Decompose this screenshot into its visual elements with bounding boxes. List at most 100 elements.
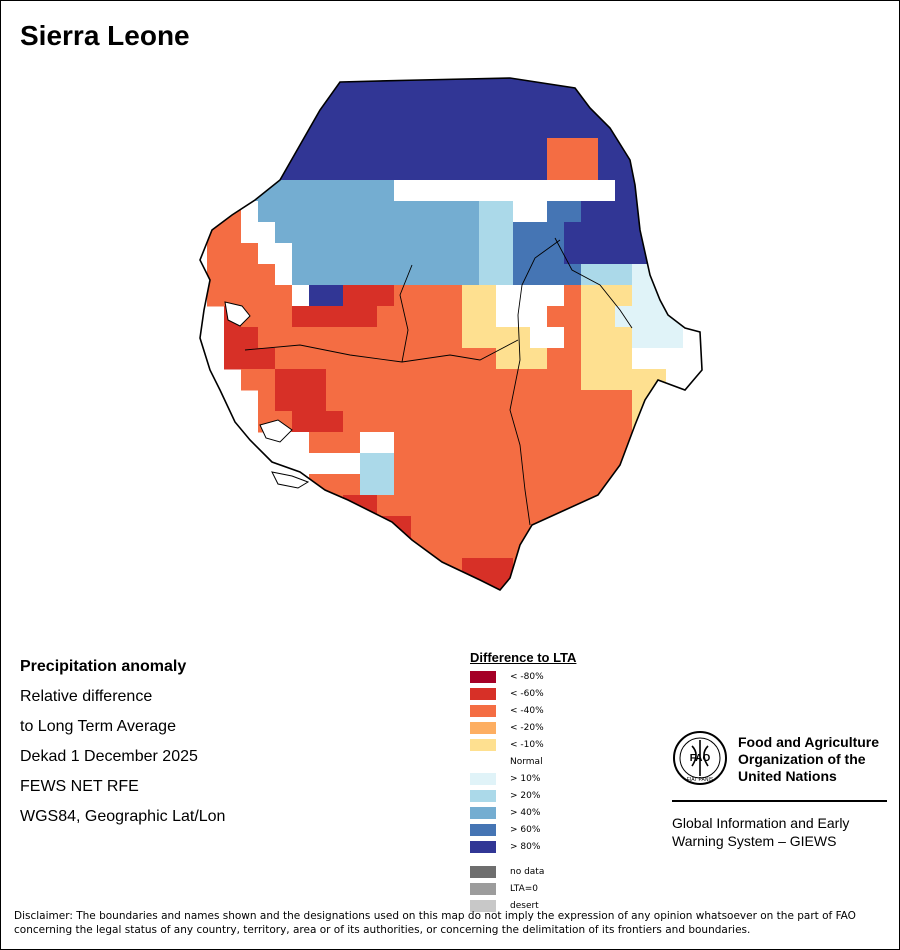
grid-cell	[632, 327, 650, 349]
legend: Difference to LTA < -80% < -60% < -40% < -2…	[470, 650, 576, 915]
grid-cell	[547, 516, 565, 538]
grid-cell	[615, 243, 633, 265]
grid-cell	[394, 201, 412, 223]
grid-cell	[513, 537, 531, 559]
district-boundaries	[244, 237, 633, 526]
grid-cell	[564, 201, 582, 223]
grid-cell	[445, 579, 463, 590]
grid-cell	[428, 96, 446, 118]
fao-logo-icon: FAO FIAT PANIS	[673, 731, 727, 785]
grid-cell	[275, 264, 293, 286]
grid-cell	[513, 327, 531, 349]
grid-cell	[326, 453, 344, 475]
grid-cell	[326, 285, 344, 307]
grid-cell	[479, 180, 497, 202]
fao-name-line: United Nations	[738, 768, 837, 784]
grid-cell	[360, 138, 378, 160]
grid-cell	[326, 117, 344, 139]
disclaimer: Disclaimer: The boundaries and names sho…	[14, 910, 856, 936]
grid-cell	[445, 348, 463, 370]
grid-cell	[428, 495, 446, 517]
grid-cell	[411, 411, 429, 433]
grid-cell	[394, 558, 412, 580]
grid-cell	[479, 327, 497, 349]
legend-item: no data	[470, 864, 576, 881]
grid-cell	[411, 516, 429, 538]
grid-cell	[377, 264, 395, 286]
grid-cell	[598, 138, 616, 160]
grid-cell	[683, 348, 701, 370]
grid-cell	[411, 474, 429, 496]
grid-cell	[343, 453, 361, 475]
grid-cell	[496, 348, 514, 370]
grid-cell	[360, 285, 378, 307]
grid-cell	[309, 117, 327, 139]
grid-cell	[445, 474, 463, 496]
grid-cell	[343, 390, 361, 412]
info-line: Dekad 1 December 2025	[20, 748, 198, 765]
grid-cell	[530, 537, 548, 559]
grid-cell	[632, 453, 650, 475]
grid-cell	[428, 453, 446, 475]
grid-cell	[377, 537, 395, 559]
grid-cell	[343, 138, 361, 160]
grid-cell	[530, 96, 548, 118]
grid-cell	[581, 516, 599, 538]
grid-cell	[462, 96, 480, 118]
grid-cell	[717, 348, 720, 370]
grid-cell	[581, 369, 599, 391]
grid-cell	[632, 264, 650, 286]
grid-cell	[462, 159, 480, 181]
grid-cell	[496, 411, 514, 433]
grid-cell	[530, 180, 548, 202]
grid-cell	[309, 285, 327, 307]
grid-cell	[343, 327, 361, 349]
grid-cell	[496, 243, 514, 265]
grid-cell	[564, 159, 582, 181]
grid-cell	[360, 453, 378, 475]
grid-cell	[428, 516, 446, 538]
grid-cell	[258, 348, 276, 370]
grid-cell	[530, 306, 548, 328]
grid-cell	[513, 348, 531, 370]
grid-cell	[445, 222, 463, 244]
legend-title: Difference to LTA	[470, 650, 577, 665]
grid-cell	[445, 264, 463, 286]
grid-cell	[564, 180, 582, 202]
grid-cell	[377, 411, 395, 433]
grid-cell	[292, 348, 310, 370]
grid-cell	[581, 264, 599, 286]
grid-cell	[428, 264, 446, 286]
grid-cell	[275, 222, 293, 244]
grid-cell	[462, 537, 480, 559]
grid-cell	[598, 411, 616, 433]
grid-cell	[547, 306, 565, 328]
grid-cell	[564, 474, 582, 496]
grid-cell	[479, 159, 497, 181]
grid-cell	[207, 285, 225, 307]
grid-cell	[394, 138, 412, 160]
grid-cell	[275, 117, 293, 139]
grid-cell	[581, 348, 599, 370]
grid-cell	[207, 222, 225, 244]
grid-cell	[479, 78, 497, 97]
grid-cell	[513, 432, 531, 454]
grid-cell	[292, 390, 310, 412]
grid-cell	[241, 243, 259, 265]
grid-cell	[428, 138, 446, 160]
grid-cell	[343, 96, 361, 118]
grid-cell	[428, 180, 446, 202]
grid-cell	[513, 390, 531, 412]
legend-item: > 80%	[470, 839, 576, 856]
map-title: Sierra Leone	[20, 20, 190, 51]
grid-cell	[360, 306, 378, 328]
grid-cell	[496, 495, 514, 517]
grid-cell	[207, 243, 225, 265]
grid-cell	[428, 159, 446, 181]
legend-label: < -20%	[510, 723, 544, 733]
grid-cell	[581, 474, 599, 496]
grid-cell	[411, 78, 429, 97]
grid-cell	[428, 243, 446, 265]
grid-cell	[326, 390, 344, 412]
district-boundary	[554, 237, 633, 329]
